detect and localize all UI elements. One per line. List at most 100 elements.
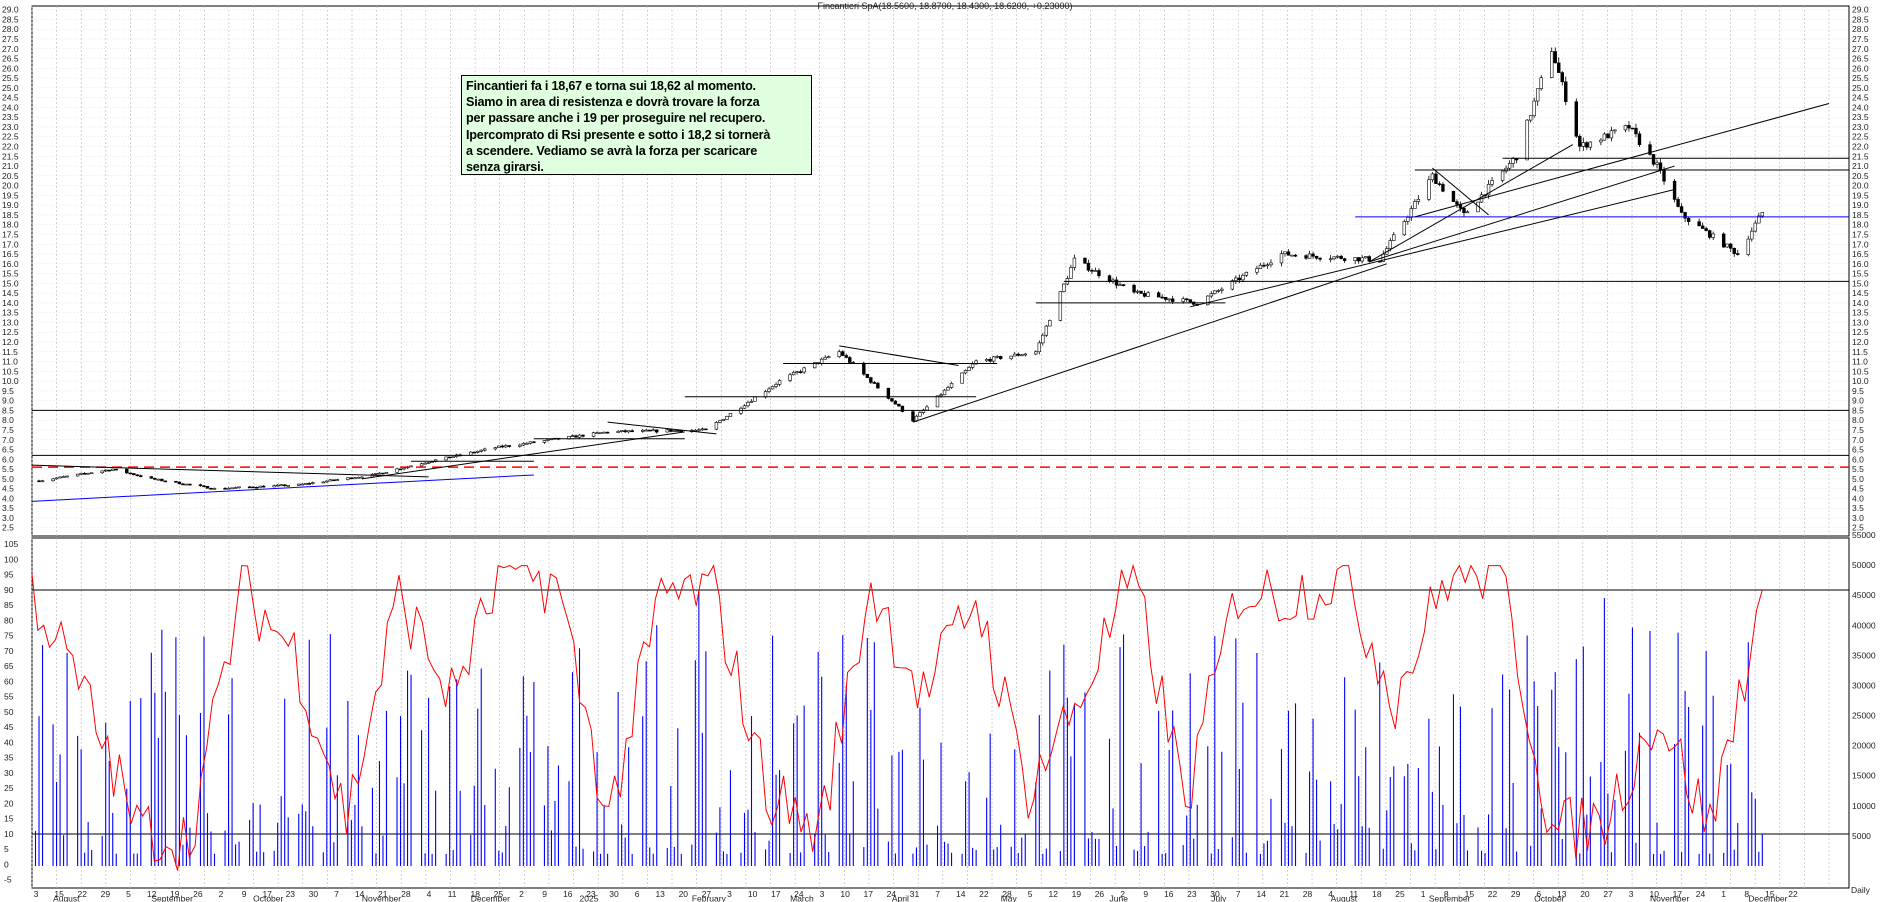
volume-tick: 30000 (1852, 680, 1876, 690)
x-month-label: October (1534, 894, 1564, 902)
candle-body (918, 412, 922, 417)
candle-body (37, 480, 41, 483)
candle-body (1392, 234, 1396, 241)
candle-body (1722, 233, 1726, 248)
candle-body (156, 478, 161, 481)
candle-body (1402, 221, 1407, 236)
candle-body (1409, 208, 1414, 218)
volume-tick: 50000 (1852, 560, 1876, 570)
rsi-tick: -5 (4, 875, 12, 885)
candle-body (1686, 217, 1691, 222)
candle-body (1729, 243, 1733, 249)
candle-body (1311, 253, 1315, 257)
volume-tick: 20000 (1852, 741, 1876, 751)
y-tick-right: 11.5 (1852, 347, 1868, 357)
candle-body (54, 477, 59, 480)
y-tick-right: 22.0 (1852, 142, 1869, 152)
y-tick-right: 8.5 (1852, 405, 1864, 415)
candle-body (1262, 264, 1266, 267)
x-day-tick: 5 (126, 889, 131, 899)
candle-body (1255, 268, 1259, 273)
y-tick-right: 8.0 (1852, 415, 1864, 425)
x-day-tick: 15 (1765, 889, 1775, 899)
y-tick-left: 25.0 (2, 83, 19, 93)
candle-body (1244, 271, 1249, 276)
candle-body (135, 474, 139, 477)
rsi-tick: 80 (4, 615, 14, 625)
candle-body (602, 431, 606, 434)
candle-body (1725, 243, 1729, 248)
candle-body (1304, 255, 1308, 259)
y-tick-left: 16.5 (2, 249, 19, 259)
y-tick-right: 23.5 (1852, 112, 1869, 122)
volume-tick: 45000 (1852, 590, 1876, 600)
candle-body (212, 487, 217, 490)
candle-body (640, 429, 645, 432)
candle-body (1107, 275, 1112, 282)
x-day-tick: 9 (542, 889, 547, 899)
candle-body (335, 479, 340, 481)
y-tick-right: 26.5 (1852, 54, 1869, 64)
rsi-tick: 100 (4, 554, 18, 564)
y-tick-right: 10.0 (1852, 376, 1869, 386)
candle-body (848, 357, 852, 363)
candle-body (1630, 127, 1635, 130)
candle-body (423, 462, 427, 465)
candle-body (283, 484, 287, 487)
candle-body (132, 473, 136, 476)
y-tick-left: 6.5 (2, 445, 14, 455)
candle-body (1634, 127, 1638, 135)
x-month-label: September (1429, 894, 1471, 902)
x-day-tick: 22 (1488, 889, 1498, 899)
candle-body (1356, 257, 1361, 262)
candle-body (546, 439, 550, 441)
candle-body (1013, 353, 1017, 357)
x-day-tick: 18 (471, 889, 481, 899)
x-day-tick: 4 (427, 889, 432, 899)
candle-body (679, 430, 684, 432)
candle-body (1072, 257, 1077, 268)
volume-tick: 40000 (1852, 620, 1876, 630)
candle-body (114, 468, 118, 471)
y-tick-right: 19.0 (1852, 200, 1869, 210)
x-day-tick: 2 (1120, 889, 1125, 899)
candle-body (384, 472, 389, 474)
indicator-panel-frame (31, 537, 1850, 889)
candle-body (595, 432, 599, 434)
y-tick-right: 4.5 (1852, 484, 1864, 494)
candle-body (774, 383, 778, 387)
x-month-label: March (790, 894, 814, 902)
x-day-tick: 24 (887, 889, 897, 899)
candle-body (798, 371, 803, 373)
x-day-tick: 16 (1164, 889, 1174, 899)
y-tick-right: 22.5 (1852, 132, 1869, 142)
candle-body (111, 468, 115, 471)
candle-body (1230, 280, 1235, 290)
candle-body (237, 486, 241, 489)
candle-body (1683, 212, 1687, 219)
y-tick-right: 2.5 (1852, 523, 1864, 533)
candle-body (897, 403, 901, 407)
rsi-tick: 5 (4, 844, 9, 854)
y-tick-left: 20.0 (2, 181, 19, 191)
y-tick-right: 9.5 (1852, 386, 1864, 396)
x-day-tick: 23 (586, 889, 596, 899)
candle-body (1655, 162, 1659, 165)
x-day-tick: 23 (1187, 889, 1197, 899)
candle-body (1434, 173, 1438, 184)
candle-body (598, 432, 603, 434)
candle-body (1564, 81, 1568, 102)
x-day-tick: 18 (1372, 889, 1382, 899)
x-month-label: November (362, 894, 401, 902)
candle-body (1672, 180, 1677, 200)
y-tick-left: 10.0 (2, 376, 19, 386)
candle-body (1430, 173, 1435, 181)
candle-body (1237, 277, 1242, 281)
y-tick-right: 14.0 (1852, 298, 1869, 308)
candle-body (795, 371, 799, 373)
x-day-tick: 7 (935, 889, 940, 899)
candle-body (58, 476, 62, 479)
x-day-tick: 6 (635, 889, 640, 899)
y-tick-right: 24.5 (1852, 93, 1869, 103)
candle-body (297, 483, 301, 486)
